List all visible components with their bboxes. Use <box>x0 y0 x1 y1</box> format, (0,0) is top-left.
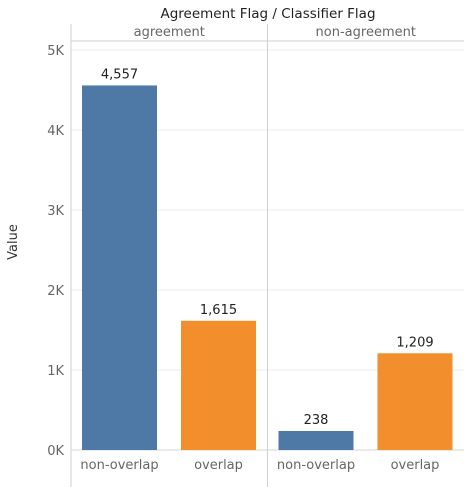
y-axis-label: Value <box>6 224 21 260</box>
bar-overlap <box>181 320 256 450</box>
bar-non-overlap <box>82 85 157 450</box>
x-tick-label: non-overlap <box>80 458 158 473</box>
y-tick-label: 3K <box>47 204 64 219</box>
data-label: 1,615 <box>200 303 237 318</box>
data-label: 1,209 <box>396 335 433 350</box>
y-tick-label: 0K <box>47 444 64 459</box>
y-tick-label: 2K <box>47 284 64 299</box>
panel-header: non-agreement <box>316 25 416 40</box>
panel-header: agreement <box>134 25 205 40</box>
data-label: 238 <box>304 413 329 428</box>
y-tick-label: 4K <box>47 124 64 139</box>
chart-title: Agreement Flag / Classifier Flag <box>160 6 375 22</box>
x-tick-label: overlap <box>194 458 243 473</box>
y-tick-label: 1K <box>47 364 64 379</box>
x-tick-label: overlap <box>391 458 440 473</box>
bar-overlap <box>377 353 453 450</box>
plot-area: 0K 1K 2K 3K 4K 5K agreement 4,557 non-overlap 1,6… <box>47 24 464 487</box>
y-tick-label: 5K <box>47 44 64 59</box>
data-label: 4,557 <box>101 67 138 82</box>
x-tick-label: non-overlap <box>277 458 355 473</box>
bar-non-overlap <box>278 430 354 450</box>
